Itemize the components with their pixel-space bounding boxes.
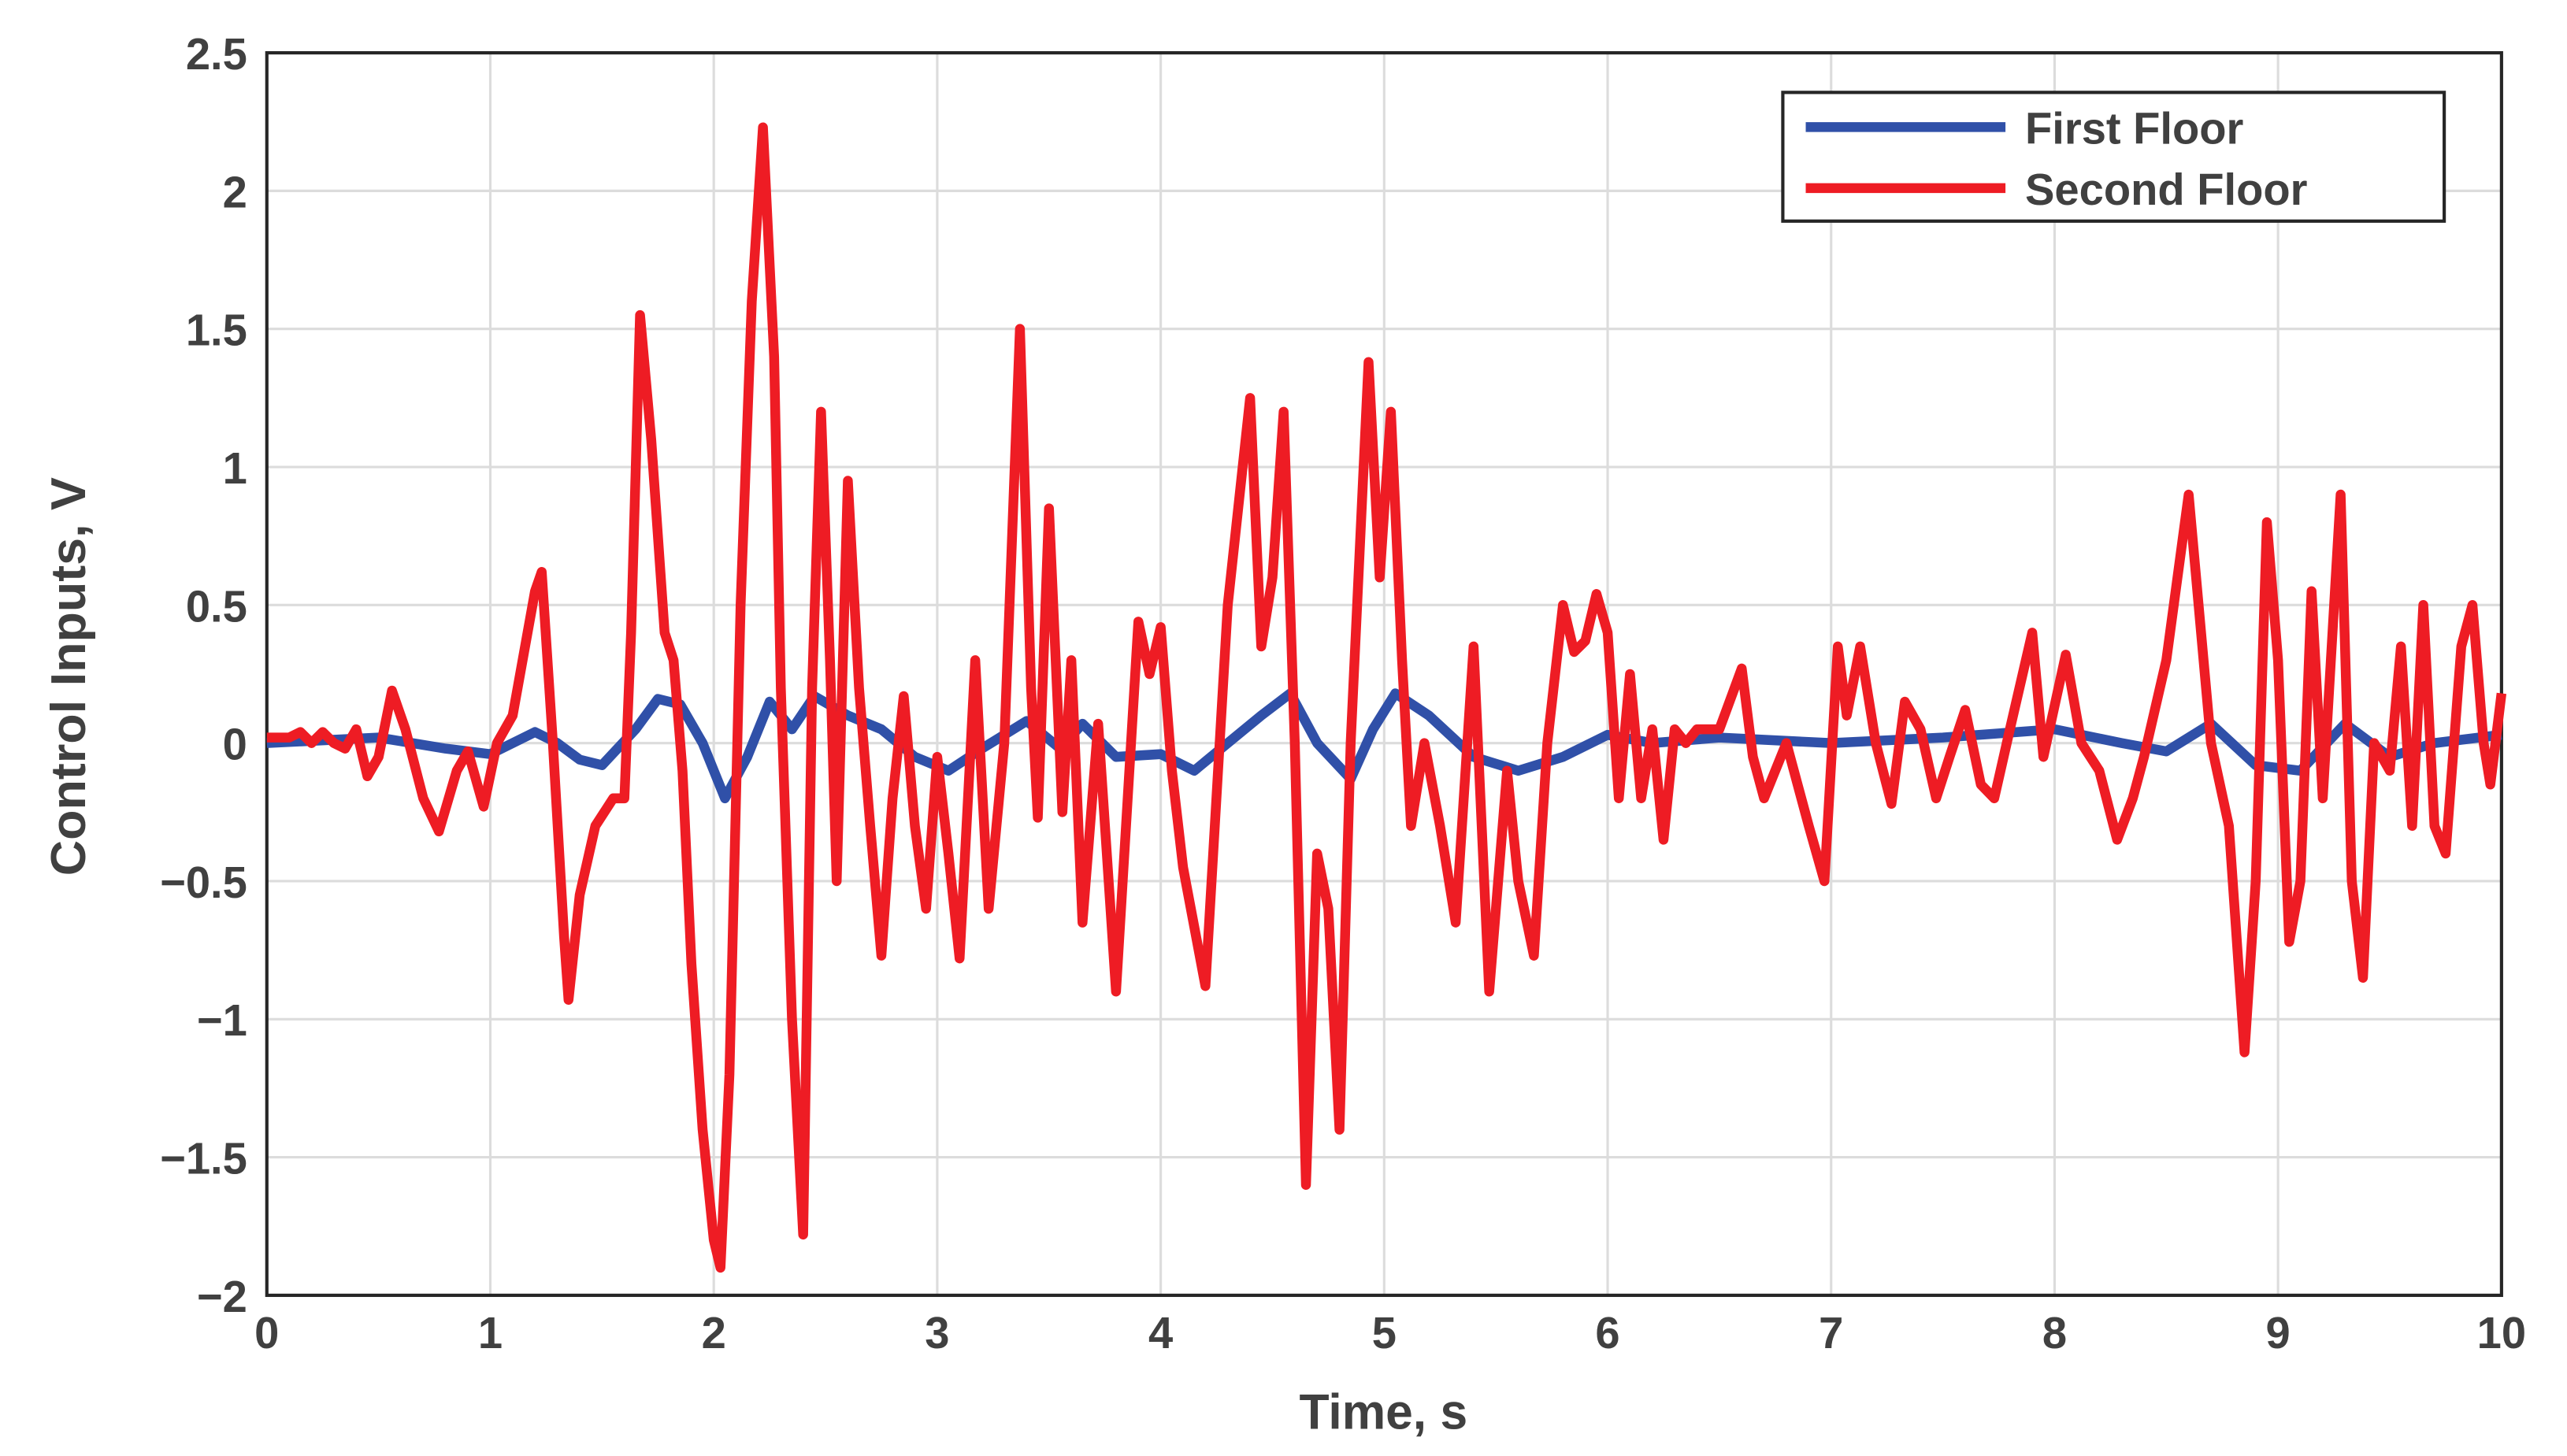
legend-label: Second Floor xyxy=(2025,165,2307,214)
y-tick-label: −1.5 xyxy=(160,1133,247,1183)
x-tick-label: 1 xyxy=(478,1308,503,1358)
x-axis-label: Time, s xyxy=(1299,1384,1467,1439)
legend-box xyxy=(1781,91,2446,223)
y-tick-label: 2 xyxy=(223,167,247,217)
y-tick-label: −2 xyxy=(197,1272,247,1321)
line-series xyxy=(266,688,2502,804)
x-tick-label: 7 xyxy=(1819,1308,1843,1358)
y-tick-label: 2.5 xyxy=(186,29,247,79)
x-tick-label: 2 xyxy=(702,1308,726,1358)
y-axis-label: Control Inputs, V xyxy=(41,477,96,876)
x-tick-label: 3 xyxy=(925,1308,949,1358)
y-tick-label: −1 xyxy=(197,995,247,1045)
x-tick-label: 4 xyxy=(1148,1308,1174,1358)
x-tick-label: 10 xyxy=(2477,1308,2526,1358)
x-tick-label: 6 xyxy=(1595,1308,1619,1358)
y-tick-label: 1 xyxy=(223,443,247,493)
x-tick-label: 5 xyxy=(1372,1308,1397,1358)
y-tick-label: −0.5 xyxy=(160,858,247,907)
line-series xyxy=(266,122,2507,1273)
plot-frame xyxy=(265,50,2503,1298)
x-tick-label: 8 xyxy=(2042,1308,2067,1358)
y-tick-label: 0.5 xyxy=(186,581,247,631)
legend-label: First Floor xyxy=(2025,103,2243,153)
y-tick-label: 1.5 xyxy=(186,305,247,354)
x-tick-label: 0 xyxy=(254,1308,279,1358)
y-tick-label: 0 xyxy=(223,719,247,769)
x-tick-label: 9 xyxy=(2266,1308,2291,1358)
